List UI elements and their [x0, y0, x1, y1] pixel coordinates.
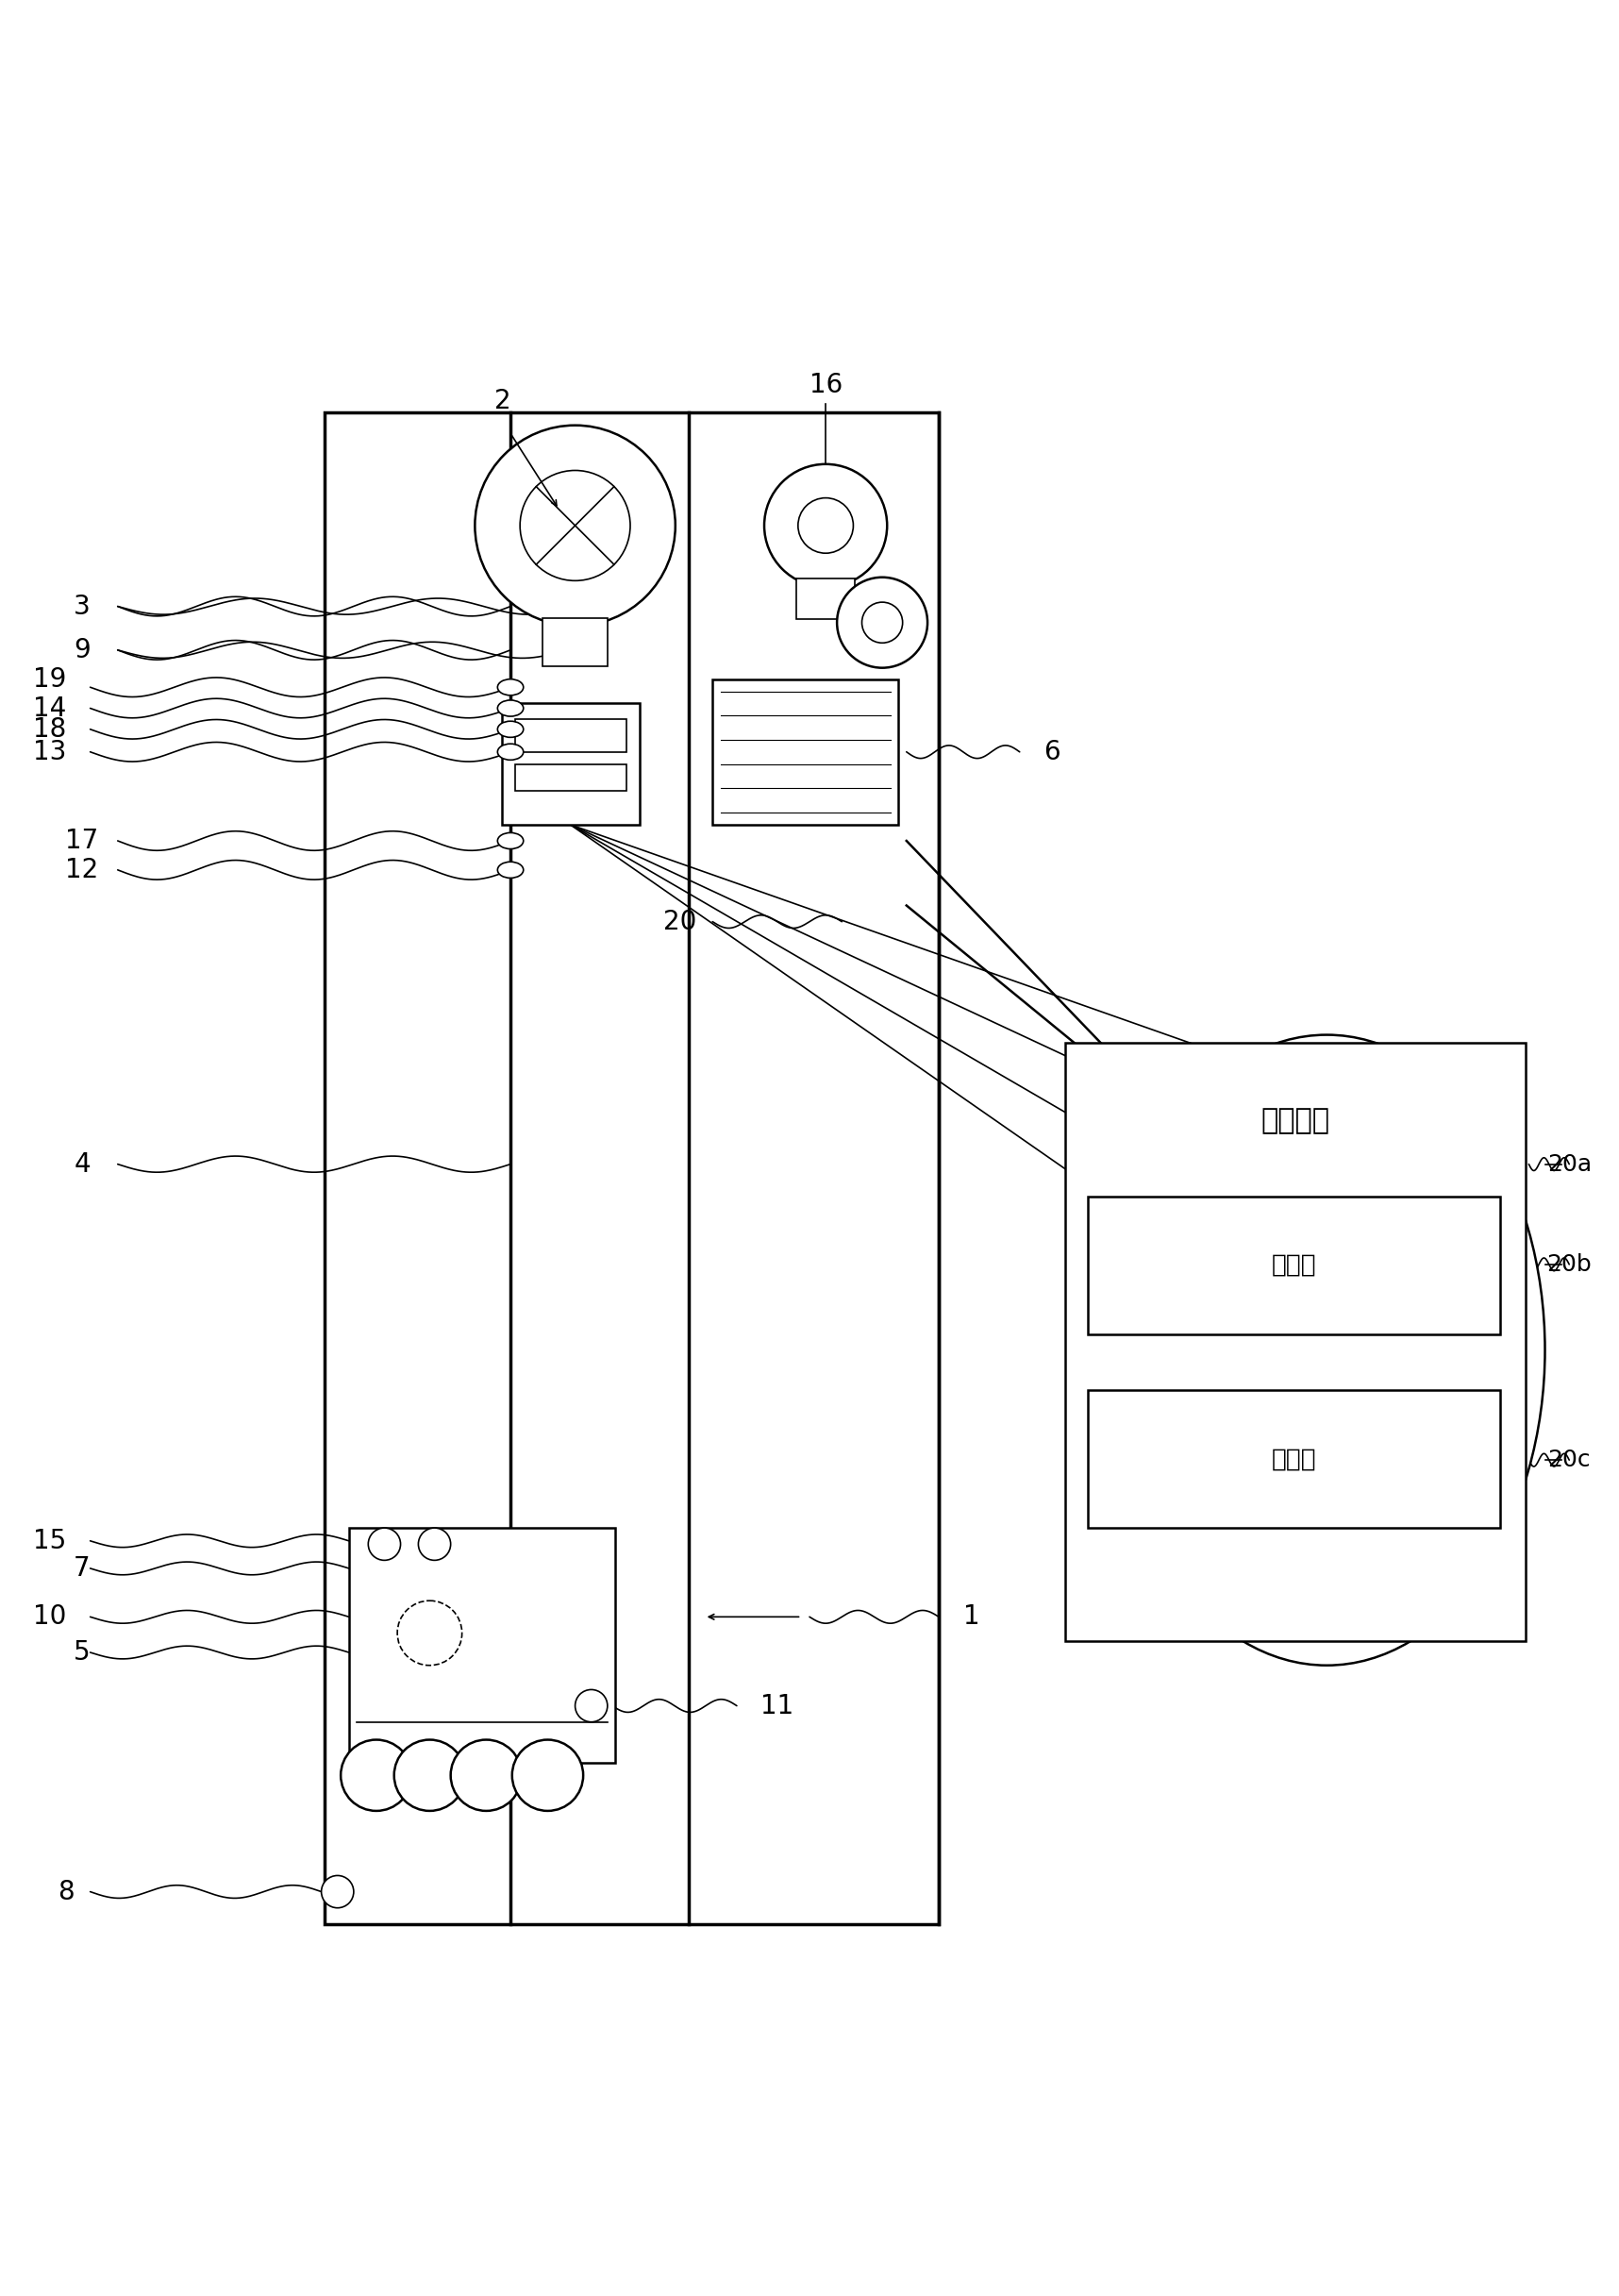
- Text: 20: 20: [1229, 1084, 1263, 1109]
- Ellipse shape: [1109, 1035, 1545, 1665]
- Text: 19: 19: [32, 666, 66, 693]
- Circle shape: [393, 1740, 465, 1812]
- Text: 12: 12: [65, 856, 99, 884]
- Bar: [515, 765, 627, 790]
- Text: 18: 18: [32, 716, 66, 742]
- Text: 控制部: 控制部: [1271, 1446, 1316, 1472]
- Circle shape: [837, 576, 928, 668]
- Bar: [515, 719, 627, 751]
- Circle shape: [512, 1740, 583, 1812]
- Text: 15: 15: [32, 1527, 66, 1554]
- Circle shape: [418, 1527, 450, 1561]
- Text: 20: 20: [664, 909, 696, 934]
- Bar: [1065, 1042, 1525, 1642]
- Circle shape: [340, 1740, 411, 1812]
- Text: 20b: 20b: [1546, 1254, 1591, 1277]
- Text: 9: 9: [74, 636, 91, 664]
- Bar: [797, 579, 855, 620]
- Text: 14: 14: [32, 696, 66, 721]
- Ellipse shape: [497, 861, 523, 877]
- Text: 6: 6: [1044, 739, 1060, 765]
- Text: 5: 5: [74, 1639, 91, 1665]
- Bar: [1088, 1391, 1499, 1527]
- Text: 20a: 20a: [1548, 1153, 1591, 1176]
- Bar: [712, 680, 899, 824]
- Ellipse shape: [497, 833, 523, 850]
- Text: 10: 10: [32, 1603, 66, 1630]
- Circle shape: [450, 1740, 521, 1812]
- Bar: [502, 703, 640, 824]
- Text: 检测部: 检测部: [1271, 1254, 1316, 1277]
- Text: 1: 1: [963, 1603, 979, 1630]
- Text: 11: 11: [761, 1692, 793, 1720]
- Ellipse shape: [497, 744, 523, 760]
- Circle shape: [474, 425, 675, 627]
- Circle shape: [321, 1876, 353, 1908]
- Text: 16: 16: [810, 372, 842, 397]
- Bar: [348, 1527, 615, 1763]
- Ellipse shape: [497, 700, 523, 716]
- Text: 控制装置: 控制装置: [1261, 1107, 1329, 1134]
- Text: 3: 3: [74, 592, 91, 620]
- Text: 20c: 20c: [1548, 1449, 1591, 1472]
- Text: 2: 2: [494, 388, 510, 413]
- Ellipse shape: [497, 680, 523, 696]
- Circle shape: [764, 464, 887, 588]
- Text: 4: 4: [74, 1150, 91, 1178]
- Text: 7: 7: [74, 1554, 91, 1582]
- Bar: [324, 413, 939, 1924]
- Bar: [542, 618, 607, 666]
- Circle shape: [575, 1690, 607, 1722]
- Text: 8: 8: [58, 1878, 74, 1906]
- Text: 17: 17: [65, 827, 99, 854]
- Bar: [1088, 1196, 1499, 1334]
- Text: 13: 13: [32, 739, 66, 765]
- Circle shape: [368, 1527, 400, 1561]
- Ellipse shape: [497, 721, 523, 737]
